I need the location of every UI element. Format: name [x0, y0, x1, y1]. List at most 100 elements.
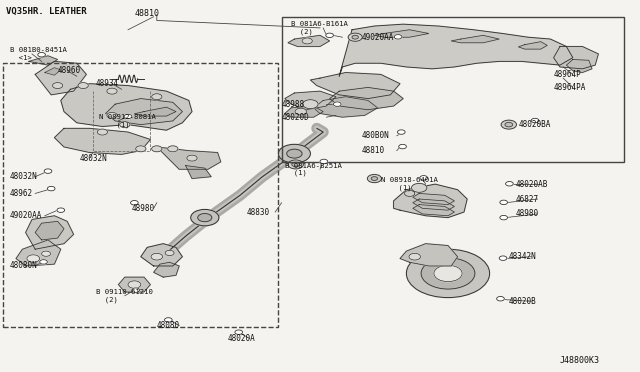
Polygon shape: [374, 30, 429, 37]
Circle shape: [421, 258, 475, 289]
Circle shape: [399, 144, 406, 149]
Text: 49020AA: 49020AA: [10, 211, 42, 220]
Polygon shape: [35, 221, 64, 240]
Circle shape: [198, 214, 212, 222]
Circle shape: [292, 162, 300, 167]
Circle shape: [409, 253, 420, 260]
Text: 48934: 48934: [96, 79, 119, 88]
Text: 48810: 48810: [362, 146, 385, 155]
Text: (1): (1): [381, 185, 412, 191]
Polygon shape: [35, 61, 86, 95]
Polygon shape: [451, 35, 499, 43]
Circle shape: [107, 88, 117, 94]
Text: 48032N: 48032N: [80, 154, 108, 163]
Text: B 081A6-B251A: B 081A6-B251A: [285, 163, 342, 169]
Circle shape: [168, 146, 178, 152]
Circle shape: [120, 122, 130, 128]
Polygon shape: [141, 244, 182, 266]
Circle shape: [406, 249, 490, 298]
Circle shape: [44, 169, 52, 173]
Text: 48964P: 48964P: [554, 70, 581, 79]
Circle shape: [295, 108, 307, 115]
Polygon shape: [288, 35, 330, 46]
Circle shape: [124, 114, 132, 119]
Circle shape: [371, 177, 378, 180]
Text: B 081B0-8451A: B 081B0-8451A: [10, 47, 67, 53]
Circle shape: [278, 144, 310, 163]
Circle shape: [131, 201, 138, 205]
Circle shape: [165, 250, 174, 256]
Text: 48962: 48962: [10, 189, 33, 198]
Text: 48020AB: 48020AB: [515, 180, 548, 189]
Circle shape: [97, 129, 108, 135]
Circle shape: [434, 265, 462, 282]
Circle shape: [288, 160, 303, 169]
Text: 48032N: 48032N: [10, 172, 37, 181]
Polygon shape: [330, 87, 403, 110]
Polygon shape: [285, 91, 336, 110]
Text: (2): (2): [96, 296, 118, 303]
Circle shape: [187, 155, 197, 161]
Polygon shape: [118, 277, 150, 292]
Circle shape: [420, 176, 428, 180]
Polygon shape: [314, 97, 378, 117]
Circle shape: [348, 33, 362, 41]
Text: 480B0N: 480B0N: [362, 131, 389, 140]
Text: 48020BA: 48020BA: [518, 120, 551, 129]
Circle shape: [38, 52, 45, 57]
Polygon shape: [554, 46, 598, 69]
Text: N 08918-6401A: N 08918-6401A: [381, 177, 438, 183]
Circle shape: [506, 182, 513, 186]
Circle shape: [132, 288, 140, 292]
Polygon shape: [29, 56, 58, 65]
Text: VQ35HR. LEATHER: VQ35HR. LEATHER: [6, 7, 87, 16]
Circle shape: [303, 100, 318, 109]
Circle shape: [151, 253, 163, 260]
Circle shape: [333, 102, 341, 106]
Circle shape: [152, 94, 162, 100]
Polygon shape: [106, 99, 182, 125]
Circle shape: [352, 35, 358, 39]
Text: 49020AA: 49020AA: [362, 33, 394, 42]
Text: 48830: 48830: [246, 208, 269, 217]
Polygon shape: [413, 199, 454, 210]
Circle shape: [128, 281, 141, 288]
Polygon shape: [45, 68, 61, 75]
Text: <1>: <1>: [10, 55, 31, 61]
Bar: [282, 17, 624, 162]
Text: 48980: 48980: [515, 209, 538, 218]
Circle shape: [326, 33, 333, 38]
Circle shape: [500, 215, 508, 220]
Polygon shape: [186, 166, 211, 179]
Circle shape: [404, 190, 415, 196]
Polygon shape: [134, 107, 176, 116]
Polygon shape: [400, 244, 458, 266]
Circle shape: [136, 146, 146, 152]
Text: 46827: 46827: [515, 195, 538, 203]
Text: 48960: 48960: [58, 66, 81, 75]
Circle shape: [42, 251, 51, 256]
Polygon shape: [413, 205, 454, 216]
Circle shape: [235, 330, 243, 334]
Polygon shape: [154, 262, 179, 277]
Circle shape: [40, 260, 47, 264]
Text: B 09110-61210: B 09110-61210: [96, 289, 153, 295]
Circle shape: [394, 35, 402, 39]
Polygon shape: [285, 106, 323, 117]
Text: 48020D: 48020D: [282, 113, 309, 122]
Text: 48020A: 48020A: [227, 334, 255, 343]
Circle shape: [499, 256, 507, 260]
Text: (1): (1): [99, 121, 130, 128]
Circle shape: [164, 318, 172, 322]
Circle shape: [367, 174, 381, 183]
Circle shape: [52, 83, 63, 89]
Circle shape: [531, 118, 539, 123]
Circle shape: [57, 208, 65, 212]
Polygon shape: [157, 147, 221, 169]
Polygon shape: [310, 73, 400, 99]
Circle shape: [27, 255, 40, 262]
Text: 48342N: 48342N: [509, 252, 536, 261]
Circle shape: [107, 112, 117, 118]
Bar: [3, 63, 278, 327]
Circle shape: [412, 183, 427, 192]
